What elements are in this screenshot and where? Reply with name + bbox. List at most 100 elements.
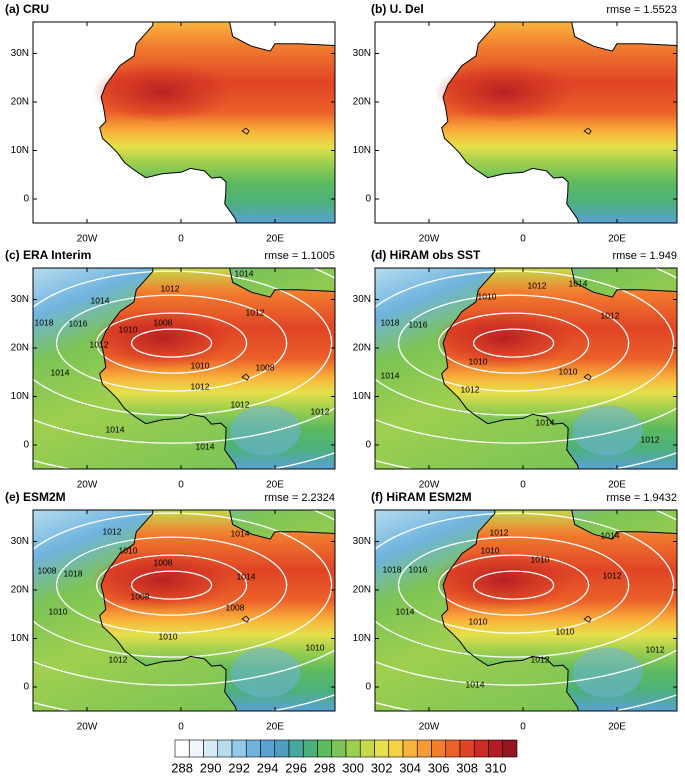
contour-label: 1010 (191, 360, 210, 370)
contour-label: 1014 (91, 295, 110, 305)
lat-label: 20N (353, 97, 371, 108)
map-panel: (e) ESM2M rmse = 2.2324 1012 1014 1010 1008 10… (5, 490, 336, 733)
isobar (33, 510, 335, 686)
contour-label: 1018 (383, 564, 402, 574)
cool-patch (572, 405, 643, 456)
contour-label: 1014 (466, 679, 485, 689)
contour-label: 1014 (106, 424, 125, 434)
colorbar-box (459, 739, 475, 758)
map-area: 1012 1014 1010 1018 1016 1010 1012 1014 1010 1010… (375, 510, 677, 711)
contour-label: 1018 (64, 568, 83, 578)
contour-label: 1008 (38, 565, 57, 575)
contour-label: 1010 (159, 631, 178, 641)
lon-label: 20W (77, 480, 98, 491)
contour-label: 1014 (569, 278, 588, 288)
colorbar-box (174, 739, 190, 758)
isobar (375, 512, 675, 658)
coastline (229, 268, 335, 298)
map-frame (32, 509, 336, 712)
isobar (472, 570, 555, 600)
contour-label: 1016 (409, 319, 428, 329)
contour-label: 1010 (469, 616, 488, 626)
cool-patch (230, 405, 301, 456)
map-panel: (c) ERA Interim rmse = 1.1005 1014 1012 1012… (5, 248, 336, 491)
colorbar: 288 290 292 294 296 298 300 302 304 306 308 310 (171, 739, 518, 775)
lat-label: 30N (11, 48, 29, 59)
cool-patch (572, 647, 643, 698)
isobar (33, 270, 333, 416)
lake (583, 373, 592, 381)
lon-label: 20E (608, 480, 626, 491)
panel-title: (f) HiRAM ESM2M (371, 490, 472, 504)
lake (241, 615, 250, 623)
map-frame (32, 21, 336, 224)
colorbar-box (302, 739, 318, 758)
coastline (441, 268, 580, 469)
lat-label: 20N (11, 97, 29, 108)
coastline (571, 22, 677, 52)
contour-label: 1008 (154, 557, 173, 567)
contour-label: 1012 (103, 526, 122, 536)
colorbar-box (217, 739, 233, 758)
lat-label: 0 (365, 194, 371, 205)
contour-label: 1008 (131, 591, 150, 601)
colorbar-box (416, 739, 432, 758)
lat-label: 10N (11, 633, 29, 644)
lake (241, 127, 250, 135)
contour-label: 1014 (231, 528, 250, 538)
contour-label: 1010 (306, 642, 325, 652)
isobar (95, 554, 248, 616)
contour-label: 1012 (531, 654, 550, 664)
colorbar-label: 296 (285, 760, 307, 775)
contour-label: 1014 (237, 571, 256, 581)
map-area (33, 22, 335, 223)
colorbar-label: 310 (485, 760, 507, 775)
colorbar-box (288, 739, 304, 758)
isobar (130, 328, 213, 358)
map-area: 1012 1014 1010 1008 1018 1014 1008 1010 1008 1008… (33, 510, 335, 711)
coastline (441, 22, 580, 223)
contour-label: 1012 (646, 644, 665, 654)
lat-label: 0 (365, 440, 371, 451)
contour-label: 1014 (396, 606, 415, 616)
map-frame (374, 21, 678, 224)
colorbar-label: 306 (428, 760, 450, 775)
contour-label: 1014 (51, 367, 70, 377)
colorbar-label: 292 (228, 760, 250, 775)
lat-label: 10N (11, 391, 29, 402)
contour-label: 1012 (90, 339, 109, 349)
lon-label: 20E (266, 480, 284, 491)
contour-label: 1014 (235, 268, 254, 278)
colorbar-label: 298 (314, 760, 336, 775)
contour-label: 1010 (556, 626, 575, 636)
rmse-label: rmse = 1.1005 (264, 250, 335, 262)
colorbar-label: 294 (257, 760, 279, 775)
contour-label: 1012 (161, 283, 180, 293)
coastline (99, 22, 238, 223)
contour-label: 1018 (35, 317, 54, 327)
hot-core (434, 62, 575, 123)
lat-label: 30N (353, 48, 371, 59)
contour-label: 1010 (469, 356, 488, 366)
lon-label: 0 (178, 480, 184, 491)
rmse-label: rmse = 2.2324 (264, 492, 335, 504)
coastline (99, 510, 238, 711)
isobar (33, 268, 335, 444)
lake (241, 373, 250, 381)
colorbar-box (431, 739, 447, 758)
colorbar-box (317, 739, 333, 758)
lon-label: 20W (77, 234, 98, 245)
contour-label: 1010 (481, 545, 500, 555)
lon-label: 20E (266, 722, 284, 733)
lat-label: 30N (11, 294, 29, 305)
contour-label: 1012 (246, 307, 265, 317)
isobar (55, 294, 288, 392)
colorbar-box (445, 739, 461, 758)
map-panel: (a) CRU 30N 20N 10N 0 20W 0 20E (5, 2, 336, 245)
isobar (472, 328, 555, 358)
contour-label: 1010 (119, 545, 138, 555)
panel-title: (a) CRU (5, 2, 49, 16)
coastline (441, 510, 580, 711)
isobar (33, 512, 333, 658)
panel-title: (e) ESM2M (5, 490, 66, 504)
